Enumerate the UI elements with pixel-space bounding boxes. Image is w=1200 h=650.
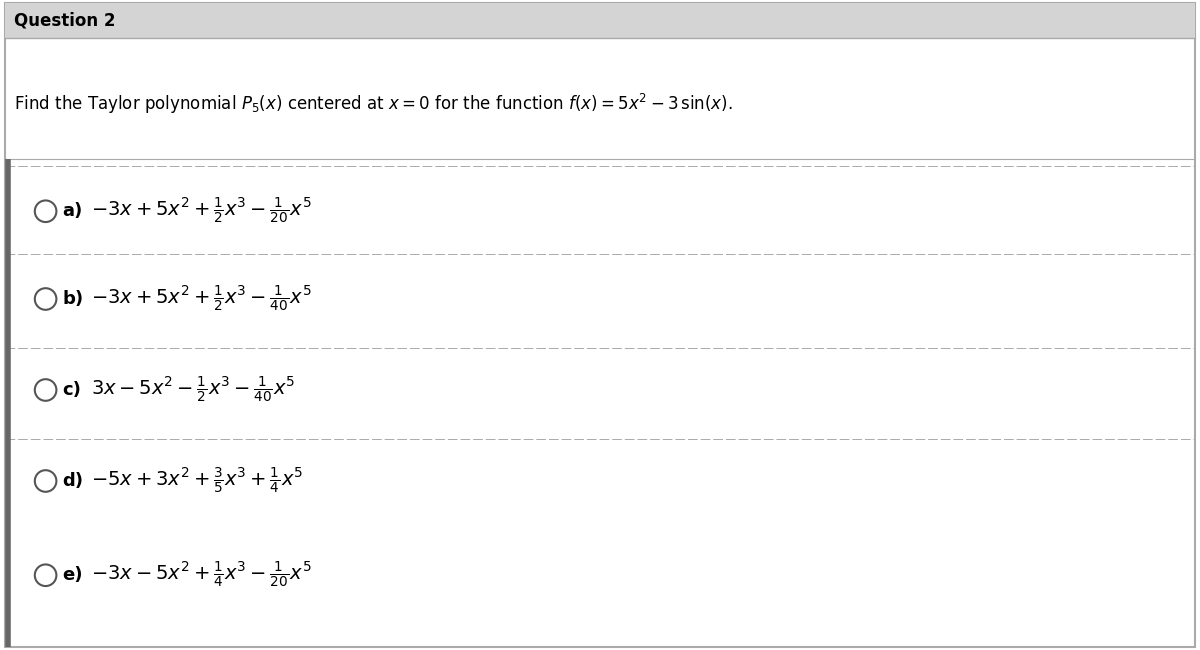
Text: $-3x - 5x^2 + \frac{1}{4}x^3 - \frac{1}{20}x^5$: $-3x - 5x^2 + \frac{1}{4}x^3 - \frac{1}{…: [91, 560, 312, 590]
Text: c): c): [62, 381, 82, 399]
Text: b): b): [62, 290, 84, 308]
FancyBboxPatch shape: [5, 3, 1195, 38]
Text: Question 2: Question 2: [14, 12, 116, 29]
FancyBboxPatch shape: [5, 3, 1195, 647]
Text: e): e): [62, 566, 83, 584]
Text: $-3x + 5x^2 + \frac{1}{2}x^3 - \frac{1}{40}x^5$: $-3x + 5x^2 + \frac{1}{2}x^3 - \frac{1}{…: [91, 284, 312, 314]
Text: $-5x + 3x^2 + \frac{3}{5}x^3 + \frac{1}{4}x^5$: $-5x + 3x^2 + \frac{3}{5}x^3 + \frac{1}{…: [91, 466, 304, 496]
Text: d): d): [62, 472, 84, 490]
Text: a): a): [62, 202, 83, 220]
Text: $3x - 5x^2 - \frac{1}{2}x^3 - \frac{1}{40}x^5$: $3x - 5x^2 - \frac{1}{2}x^3 - \frac{1}{4…: [91, 375, 295, 405]
Text: Find the Taylor polynomial $P_5(x)$ centered at $x = 0$ for the function $f(x) =: Find the Taylor polynomial $P_5(x)$ cent…: [14, 92, 733, 116]
Text: $-3x + 5x^2 + \frac{1}{2}x^3 - \frac{1}{20}x^5$: $-3x + 5x^2 + \frac{1}{2}x^3 - \frac{1}{…: [91, 196, 312, 226]
